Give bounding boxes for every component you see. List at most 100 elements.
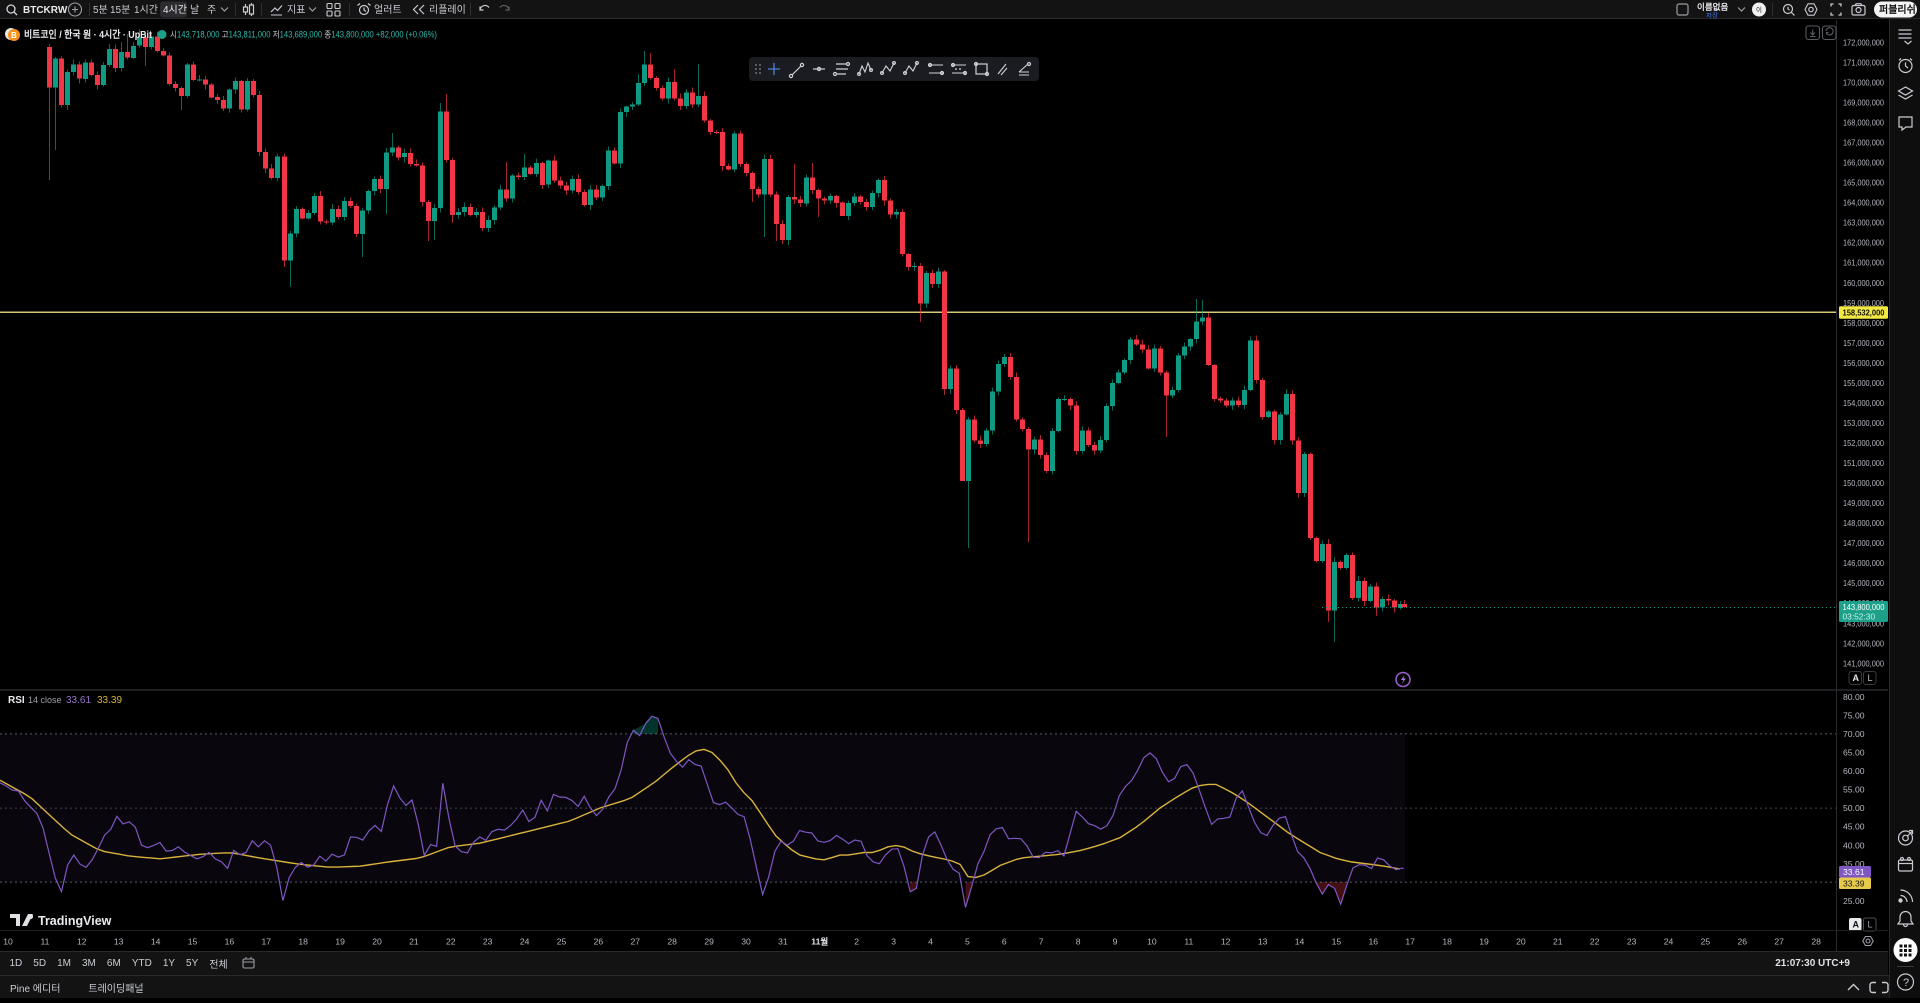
svg-text:10: 10 [3,937,13,947]
svg-text:20: 20 [372,937,382,947]
svg-text:얼러트: 얼러트 [374,4,402,16]
svg-text:15: 15 [1332,937,1342,947]
svg-text:171,000,000: 171,000,000 [1843,57,1884,67]
svg-text:28: 28 [667,937,677,947]
svg-text:2: 2 [854,937,859,947]
svg-text:166,000,000: 166,000,000 [1843,158,1884,168]
svg-text:지표: 지표 [287,4,305,16]
svg-text:저장: 저장 [1706,11,1718,20]
svg-text:27: 27 [631,937,641,947]
svg-text:10: 10 [1147,937,1157,947]
svg-text:03:52:30: 03:52:30 [1843,612,1876,622]
svg-text:141,000,000: 141,000,000 [1843,658,1884,668]
svg-text:161,000,000: 161,000,000 [1843,258,1884,268]
svg-text:149,000,000: 149,000,000 [1843,498,1884,508]
svg-text:26: 26 [594,937,604,947]
svg-text:60.00: 60.00 [1843,766,1865,776]
svg-text:25.00: 25.00 [1843,896,1865,906]
svg-text:70.00: 70.00 [1843,729,1865,739]
svg-text:9: 9 [1113,937,1118,947]
svg-text:163,000,000: 163,000,000 [1843,218,1884,228]
svg-text:156,000,000: 156,000,000 [1843,358,1884,368]
svg-text:4: 4 [928,937,933,947]
svg-text:11월: 11월 [811,936,828,947]
svg-text:21: 21 [1553,937,1563,947]
svg-text:33.39: 33.39 [1843,879,1865,889]
svg-text:7: 7 [1039,937,1044,947]
svg-text:19: 19 [1479,937,1489,947]
svg-text:143,000,000: 143,000,000 [1843,618,1884,628]
svg-text:153,000,000: 153,000,000 [1843,418,1884,428]
svg-text:18: 18 [1442,937,1452,947]
svg-text:A: A [1853,920,1860,930]
svg-text:11: 11 [40,937,49,947]
svg-text:162,000,000: 162,000,000 [1843,238,1884,248]
svg-text:75.00: 75.00 [1843,711,1865,721]
svg-text:165,000,000: 165,000,000 [1843,178,1884,188]
svg-text:25: 25 [1701,937,1711,947]
svg-text:25: 25 [557,937,567,947]
svg-text:155,000,000: 155,000,000 [1843,378,1884,388]
svg-text:11: 11 [1184,937,1193,947]
svg-text:L: L [1868,920,1873,930]
svg-text:15: 15 [188,937,198,947]
svg-text:24: 24 [520,937,530,947]
svg-text:146,000,000: 146,000,000 [1843,558,1884,568]
svg-text:33.61: 33.61 [1843,867,1865,877]
svg-text:5분: 5분 [93,4,108,16]
svg-text:143,800,000: 143,800,000 [1843,602,1885,612]
svg-text:3: 3 [891,937,896,947]
svg-text:31: 31 [778,937,788,947]
svg-text:30: 30 [741,937,751,947]
svg-text:6: 6 [1002,937,1007,947]
svg-text:14: 14 [151,937,161,947]
svg-text:비트코인 / 한국 원 · 4시간 · UpBit: 비트코인 / 한국 원 · 4시간 · UpBit [24,28,153,41]
svg-text:27: 27 [1774,937,1784,947]
svg-text:18: 18 [298,937,308,947]
svg-text:152,000,000: 152,000,000 [1843,438,1884,448]
svg-text:45.00: 45.00 [1843,822,1865,832]
svg-text:22: 22 [1590,937,1600,947]
svg-text:16: 16 [1369,937,1379,947]
svg-text:158,000,000: 158,000,000 [1843,318,1884,328]
svg-text:20: 20 [1516,937,1526,947]
svg-text:21: 21 [409,937,419,947]
svg-text:33.39: 33.39 [97,695,122,706]
svg-text:12: 12 [1221,937,1231,947]
svg-text:15분: 15분 [110,4,130,16]
svg-text:164,000,000: 164,000,000 [1843,198,1884,208]
svg-text:28: 28 [1811,937,1821,947]
svg-text:158,532,000: 158,532,000 [1843,308,1885,318]
svg-text:26: 26 [1738,937,1748,947]
svg-text:8: 8 [1076,937,1081,947]
svg-text:150,000,000: 150,000,000 [1843,478,1884,488]
svg-text:169,000,000: 169,000,000 [1843,98,1884,108]
svg-text:22: 22 [446,937,456,947]
svg-text:이: 이 [1756,5,1762,14]
svg-text:13: 13 [114,937,124,947]
svg-text:19: 19 [335,937,345,947]
svg-text:BTCKRW: BTCKRW [23,5,68,16]
svg-text:RSI: RSI [8,695,25,706]
svg-text:154,000,000: 154,000,000 [1843,398,1884,408]
svg-text:B: B [11,31,17,40]
svg-text:14: 14 [1295,937,1305,947]
svg-text:33.61: 33.61 [66,695,91,706]
svg-text:L: L [1868,673,1873,683]
svg-text:A: A [1853,673,1860,683]
svg-text:리플레이: 리플레이 [429,4,466,16]
svg-text:23: 23 [483,937,493,947]
svg-text:TradingView: TradingView [38,914,112,928]
svg-text:16: 16 [225,937,235,947]
svg-text:17: 17 [262,937,272,947]
svg-text:147,000,000: 147,000,000 [1843,538,1884,548]
svg-text:17: 17 [1405,937,1415,947]
svg-text:160,000,000: 160,000,000 [1843,278,1884,288]
svg-text:142,000,000: 142,000,000 [1843,638,1884,648]
svg-text:40.00: 40.00 [1843,840,1865,850]
svg-text:157,000,000: 157,000,000 [1843,338,1884,348]
svg-text:24: 24 [1664,937,1674,947]
svg-text:80.00: 80.00 [1843,692,1865,702]
svg-text:172,000,000: 172,000,000 [1843,37,1884,47]
svg-text:167,000,000: 167,000,000 [1843,138,1884,148]
